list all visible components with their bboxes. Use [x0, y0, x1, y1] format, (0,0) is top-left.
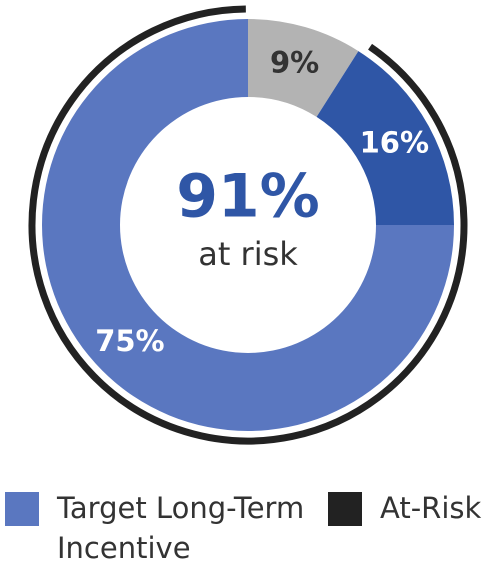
legend-item: Target Long-Term Incentive — [5, 488, 305, 568]
center-value: 91% — [176, 162, 320, 232]
value-label: 9% — [270, 46, 319, 80]
chart: 9% 16% 75% 91%at risk — [28, 5, 468, 445]
at-risk-arc — [28, 5, 468, 445]
value-label: 16% — [360, 126, 429, 160]
value-label: 75% — [95, 324, 164, 358]
legend-swatch — [5, 492, 39, 526]
center-text: at risk — [198, 235, 298, 273]
legend-label: Target Long-Term Incentive — [57, 491, 305, 565]
legend-item: At-Risk — [328, 488, 481, 528]
donut-segment — [316, 51, 454, 225]
donut-segment — [248, 19, 359, 117]
donut-segment — [42, 19, 454, 431]
legend-swatch — [328, 492, 362, 526]
legend-label: At-Risk — [380, 491, 482, 525]
